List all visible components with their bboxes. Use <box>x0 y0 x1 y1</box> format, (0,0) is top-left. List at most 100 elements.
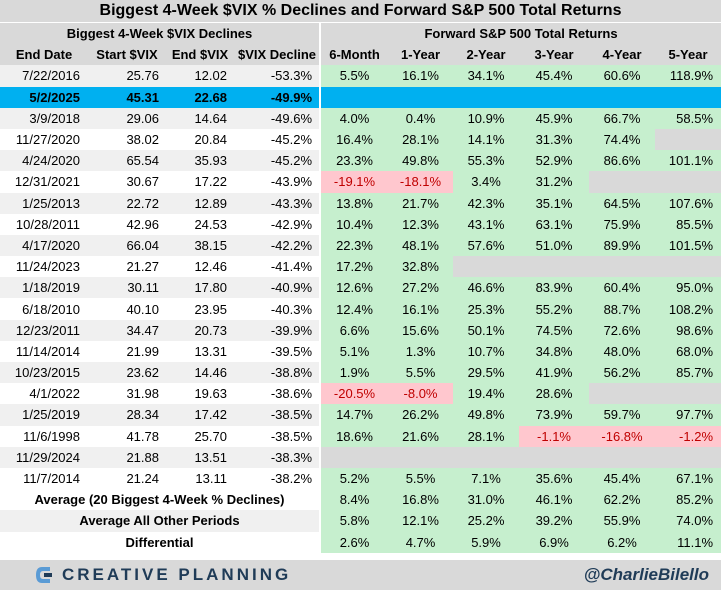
table-row: 3/9/2018 29.06 14.64 -49.6% 4.0% 0.4% 10.9% 45.… <box>0 107 721 129</box>
table-row: 11/27/2020 38.02 20.84 -45.2% 16.4% 28.1% 14.1… <box>0 128 721 151</box>
table-row: 1/25/2019 28.34 17.42 -38.5% 14.7% 26.2% 49.8%… <box>0 404 721 426</box>
table-row: 4/24/2020 65.54 35.93 -45.2% 23.3% 49.8% 55.3%… <box>0 150 721 172</box>
return-cell: 57.6% <box>453 234 520 257</box>
return-cell: 45.9% <box>519 107 590 129</box>
summary-row: Differential 2.6% 4.7% 5.9% 6.9% 6.2% 11.1% <box>0 531 721 553</box>
return-cell: 7.1% <box>453 467 520 490</box>
return-cell <box>519 446 590 468</box>
left-section-title: Biggest 4-Week $VIX Declines <box>0 23 321 45</box>
summary-value: 55.9% <box>589 510 656 532</box>
brand-name: CREATIVE PLANNING <box>62 565 292 584</box>
table-row: 1/25/2013 22.72 12.89 -43.3% 13.8% 21.7% 42.3%… <box>0 192 721 214</box>
summary-value: 74.0% <box>655 510 721 532</box>
end-vix-cell: 35.93 <box>166 150 234 172</box>
return-cell: 16.4% <box>319 128 389 151</box>
return-cell: 18.6% <box>319 425 389 447</box>
column-header-row: End Date Start $VIX End $VIX $VIX Decline 6-… <box>0 44 721 66</box>
start-vix-cell: 31.98 <box>88 383 166 405</box>
start-vix-cell: 25.76 <box>88 65 166 87</box>
return-cell <box>388 446 454 468</box>
return-cell: 49.8% <box>453 404 520 426</box>
end-vix-cell: 17.80 <box>166 277 234 299</box>
vix-decline-cell: -38.3% <box>234 446 321 468</box>
return-cell: 26.2% <box>388 404 454 426</box>
return-cell: 108.2% <box>655 298 721 320</box>
end-vix-cell: 25.70 <box>166 425 234 447</box>
return-cell: 74.5% <box>519 319 590 341</box>
vix-decline-cell: -45.2% <box>234 150 321 172</box>
col-2-year-header: 2-Year <box>453 44 520 66</box>
return-cell <box>453 86 520 108</box>
return-cell: 3.4% <box>453 171 520 193</box>
vix-decline-cell: -38.2% <box>234 467 321 490</box>
return-cell: 95.0% <box>655 277 721 299</box>
return-cell: 12.3% <box>388 213 454 235</box>
end-vix-cell: 17.22 <box>166 171 234 193</box>
return-cell: 48.0% <box>589 340 656 362</box>
start-vix-cell: 22.72 <box>88 192 166 214</box>
return-cell: 86.6% <box>589 150 656 172</box>
start-vix-cell: 21.27 <box>88 256 166 278</box>
vix-decline-cell: -49.6% <box>234 107 321 129</box>
return-cell <box>519 256 590 278</box>
summary-value: 12.1% <box>388 510 454 532</box>
section-header-row: Biggest 4-Week $VIX Declines Forward S&P… <box>0 23 721 45</box>
return-cell: 72.6% <box>589 319 656 341</box>
return-cell: 6.6% <box>319 319 389 341</box>
right-section-title: Forward S&P 500 Total Returns <box>319 23 721 45</box>
return-cell <box>519 86 590 108</box>
return-cell: 48.1% <box>388 234 454 257</box>
return-cell: 88.7% <box>589 298 656 320</box>
end-vix-cell: 13.51 <box>166 446 234 468</box>
table-row: 11/7/2014 21.24 13.11 -38.2% 5.2% 5.5% 7.1% 35.… <box>0 467 721 490</box>
author-handle: @CharlieBilello <box>583 565 709 584</box>
return-cell: 28.6% <box>519 383 590 405</box>
return-cell: 17.2% <box>319 256 389 278</box>
end-date-cell: 6/18/2010 <box>0 298 88 320</box>
end-vix-cell: 14.64 <box>166 107 234 129</box>
end-date-cell: 1/18/2019 <box>0 277 88 299</box>
creative-planning-logo-icon <box>36 567 52 583</box>
return-cell: 16.1% <box>388 298 454 320</box>
return-cell: 75.9% <box>589 213 656 235</box>
return-cell: 46.6% <box>453 277 520 299</box>
start-vix-cell: 30.11 <box>88 277 166 299</box>
table-row: 7/22/2016 25.76 12.02 -53.3% 5.5% 16.1% 34.1% 4… <box>0 65 721 87</box>
summary-value: 25.2% <box>453 510 520 532</box>
vix-decline-cell: -38.8% <box>234 362 321 384</box>
end-vix-cell: 12.89 <box>166 192 234 214</box>
summary-row: Average All Other Periods 5.8% 12.1% 25.2% 3… <box>0 510 721 532</box>
return-cell: 10.4% <box>319 213 389 235</box>
start-vix-cell: 65.54 <box>88 150 166 172</box>
summary-value: 62.2% <box>589 489 656 511</box>
summary-value: 11.1% <box>655 531 721 553</box>
end-vix-cell: 20.73 <box>166 319 234 341</box>
end-date-cell: 12/31/2021 <box>0 171 88 193</box>
return-cell <box>655 383 721 405</box>
summary-value: 2.6% <box>319 531 389 553</box>
col-3-year-header: 3-Year <box>519 44 590 66</box>
return-cell: 52.9% <box>519 150 590 172</box>
return-cell: -19.1% <box>319 171 389 193</box>
return-cell: 58.5% <box>655 107 721 129</box>
start-vix-cell: 42.96 <box>88 213 166 235</box>
end-date-cell: 4/1/2022 <box>0 383 88 405</box>
vix-decline-cell: -49.9% <box>234 86 321 108</box>
end-date-cell: 1/25/2019 <box>0 404 88 426</box>
return-cell: 5.1% <box>319 340 389 362</box>
return-cell: 34.1% <box>453 65 520 87</box>
end-date-cell: 1/25/2013 <box>0 192 88 214</box>
col-start-vix-header: Start $VIX <box>88 44 166 66</box>
return-cell: 1.9% <box>319 362 389 384</box>
summary-value: 6.2% <box>589 531 656 553</box>
return-cell: 60.4% <box>589 277 656 299</box>
vix-decline-cell: -53.3% <box>234 65 321 87</box>
return-cell: 14.7% <box>319 404 389 426</box>
return-cell: 101.5% <box>655 234 721 257</box>
return-cell: 31.2% <box>519 171 590 193</box>
return-cell: 25.3% <box>453 298 520 320</box>
summary-value: 31.0% <box>453 489 520 511</box>
return-cell: 35.6% <box>519 467 590 490</box>
table-row: 10/28/2011 42.96 24.53 -42.9% 10.4% 12.3% 43.1… <box>0 213 721 235</box>
return-cell: -16.8% <box>589 425 656 447</box>
